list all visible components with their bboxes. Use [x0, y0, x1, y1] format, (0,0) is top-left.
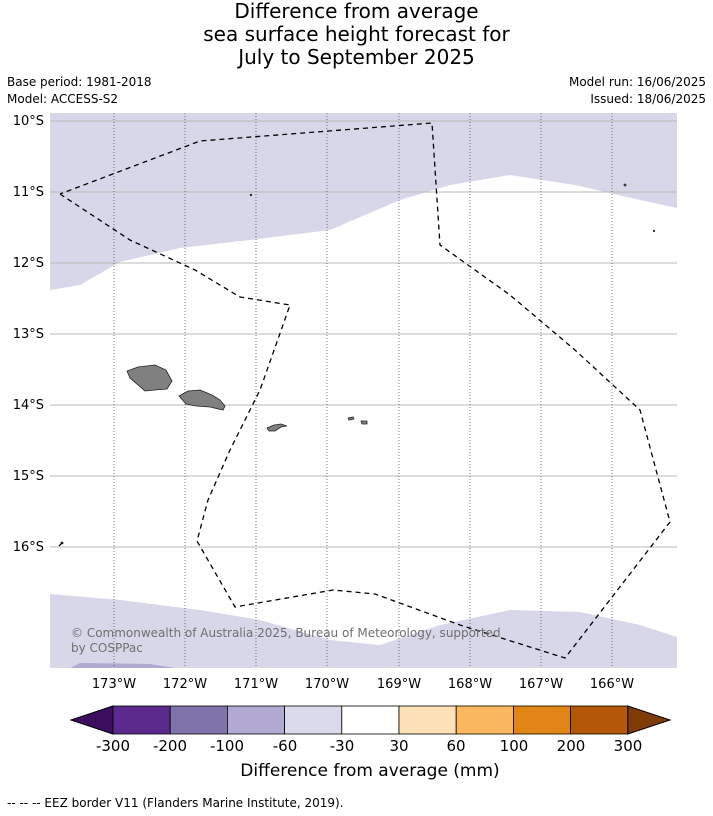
eez-samoa	[59, 122, 671, 659]
lat-gridlines	[50, 120, 677, 548]
eez-footnote: -- -- -- EEZ border V11 (Flanders Marine…	[7, 796, 344, 810]
lat-labels: 10°S 11°S 12°S 13°S 14°S 15°S 16°S	[13, 114, 44, 555]
colorbar-swatch	[398, 705, 457, 735]
colorbar-tick: 100	[500, 737, 529, 755]
colorbar-tick: -60	[273, 737, 298, 755]
copyright-notice: © Commonwealth of Australia 2025, Bureau…	[71, 626, 501, 655]
manua-island-1	[347, 416, 355, 421]
manua-island-2	[360, 420, 368, 425]
title-line-3: July to September 2025	[238, 45, 475, 69]
colorbar-tick: 30	[389, 737, 408, 755]
colorbar-extend-min	[69, 705, 114, 735]
lat-label: 16°S	[13, 540, 44, 555]
anomaly-band-south-darker	[70, 663, 175, 668]
lon-label: 170°W	[305, 677, 349, 692]
lat-label: 10°S	[13, 114, 44, 129]
lon-label: 169°W	[377, 677, 421, 692]
lon-label: 173°W	[92, 677, 136, 692]
islet-east-2	[652, 229, 656, 233]
colorbar-swatch	[341, 705, 400, 735]
chart-title: Difference from average sea surface heig…	[0, 0, 713, 69]
colorbar-tick: 200	[557, 737, 586, 755]
colorbar-ticks: -300 -200 -100 -60 -30 30 60 100 200 300	[96, 737, 642, 755]
lon-label: 168°W	[448, 677, 492, 692]
lat-label: 14°S	[13, 398, 44, 413]
colorbar-tick: 60	[446, 737, 465, 755]
lat-label: 12°S	[13, 256, 44, 271]
base-period: Base period: 1981-2018	[7, 75, 152, 89]
anomaly-band-south	[50, 594, 677, 668]
anomaly-band-north	[50, 113, 677, 290]
islet-east-1	[623, 183, 627, 187]
colorbar-swatches	[69, 705, 672, 735]
colorbar-tick: 300	[614, 737, 643, 755]
upolu-island	[178, 389, 226, 411]
tutuila-island	[266, 423, 288, 432]
eez-fragment	[58, 539, 66, 547]
colorbar-swatch	[169, 705, 228, 735]
colorbar-extend-max	[627, 705, 672, 735]
model-name: Model: ACCESS-S2	[7, 92, 119, 106]
colorbar-swatch	[284, 705, 343, 735]
colorbar-label: Difference from average (mm)	[240, 761, 500, 781]
lat-label: 11°S	[13, 185, 44, 200]
colorbar-swatch	[455, 705, 514, 735]
issued-date: Issued: 18/06/2025	[590, 92, 706, 106]
model-run: Model run: 16/06/2025	[568, 75, 706, 89]
colorbar-tick: -100	[210, 737, 244, 755]
lon-label: 172°W	[163, 677, 207, 692]
colorbar-swatch	[570, 705, 629, 735]
title-line-1: Difference from average	[234, 0, 479, 23]
lon-label: 166°W	[590, 677, 634, 692]
lon-label: 171°W	[234, 677, 278, 692]
meta-right: Model run: 16/06/2025 Issued: 18/06/2025	[569, 74, 706, 108]
lon-labels: 173°W 172°W 171°W 170°W 169°W 168°W 167°…	[92, 677, 634, 692]
colorbar-tick: -200	[153, 737, 187, 755]
colorbar-tick: -300	[96, 737, 130, 755]
lat-label: 13°S	[13, 327, 44, 342]
lon-label: 167°W	[519, 677, 563, 692]
savaii-island	[126, 364, 173, 392]
colorbar-tick: -30	[330, 737, 355, 755]
lon-gridlines	[113, 113, 613, 668]
lat-label: 15°S	[13, 469, 44, 484]
land	[60, 183, 656, 545]
swains-island	[249, 193, 253, 197]
colorbar: -300 -200 -100 -60 -30 30 60 100 200 300	[69, 705, 672, 755]
colorbar-swatch	[226, 705, 285, 735]
map: 10°S 11°S 12°S 13°S 14°S 15°S 16°S 173°W…	[13, 113, 677, 692]
colorbar-swatch	[112, 705, 171, 735]
colorbar-swatch	[513, 705, 572, 735]
eez-borders	[58, 122, 671, 659]
meta-left: Base period: 1981-2018 Model: ACCESS-S2	[7, 74, 152, 108]
title-line-2: sea surface height forecast for	[203, 22, 510, 46]
